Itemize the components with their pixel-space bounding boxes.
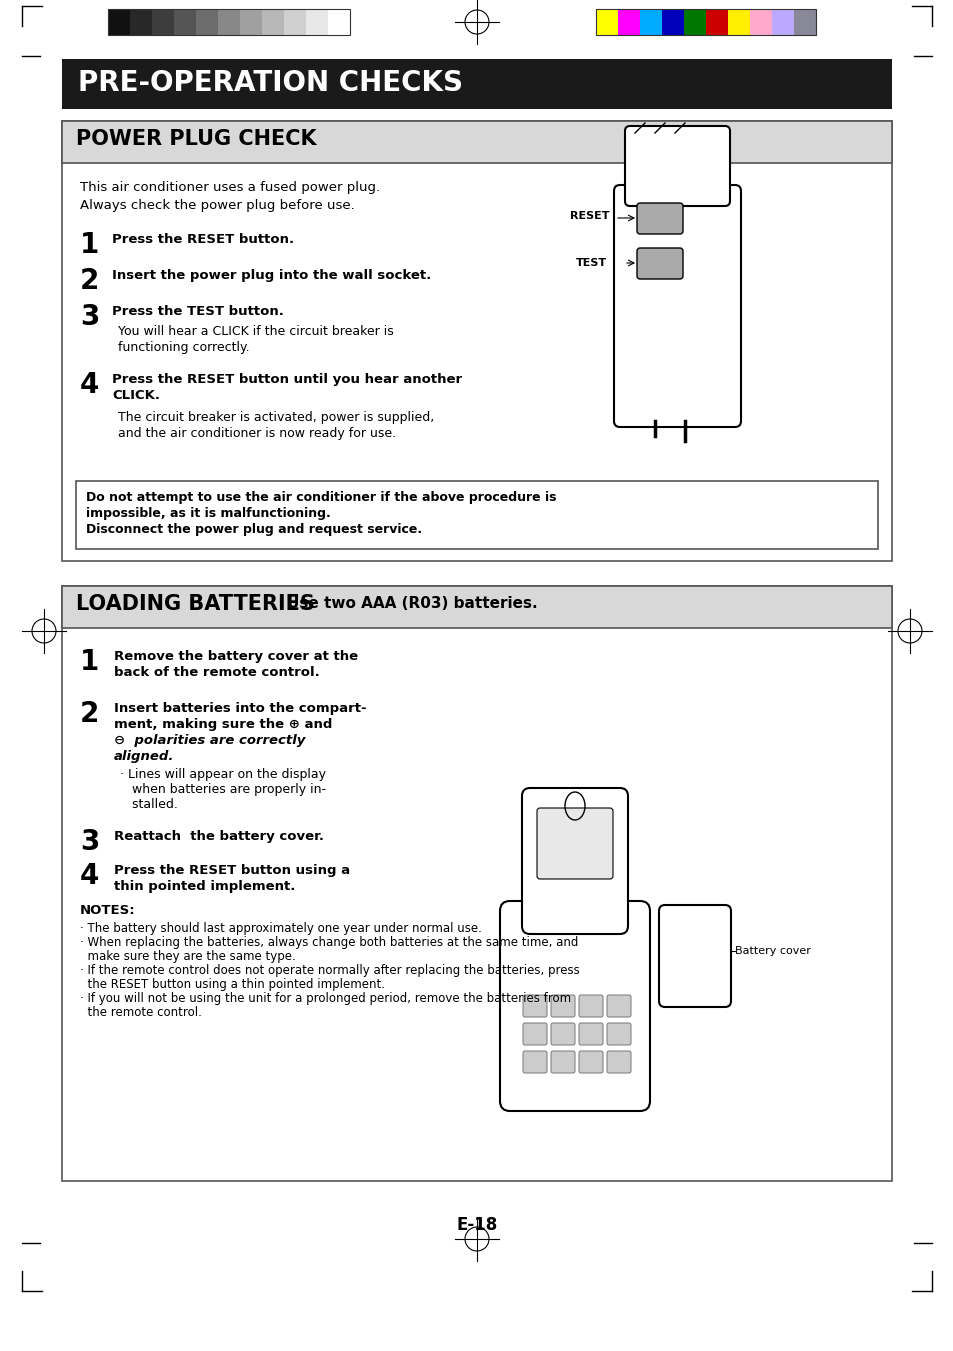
Text: Insert the power plug into the wall socket.: Insert the power plug into the wall sock… — [112, 269, 431, 282]
Bar — [62, 122, 891, 163]
Bar — [727, 9, 749, 35]
Text: aligned.: aligned. — [113, 750, 174, 763]
FancyBboxPatch shape — [637, 203, 682, 234]
Bar — [771, 9, 793, 35]
FancyBboxPatch shape — [522, 994, 546, 1017]
Text: LOADING BATTERIES: LOADING BATTERIES — [76, 594, 314, 613]
Bar — [262, 9, 284, 35]
FancyBboxPatch shape — [551, 1023, 575, 1046]
FancyBboxPatch shape — [551, 1051, 575, 1073]
Text: Press the RESET button until you hear another: Press the RESET button until you hear an… — [112, 373, 461, 386]
Bar — [62, 122, 891, 561]
Bar — [749, 9, 771, 35]
Text: · The battery should last approximately one year under normal use.: · The battery should last approximately … — [80, 921, 481, 935]
FancyBboxPatch shape — [606, 1051, 630, 1073]
Text: Always check the power plug before use.: Always check the power plug before use. — [80, 199, 355, 212]
Text: Press the RESET button using a: Press the RESET button using a — [113, 865, 350, 877]
Text: make sure they are the same type.: make sure they are the same type. — [80, 950, 295, 963]
Bar — [306, 9, 328, 35]
Bar — [76, 481, 877, 549]
Text: · When replacing the batteries, always change both batteries at the same time, a: · When replacing the batteries, always c… — [80, 936, 578, 948]
Text: functioning correctly.: functioning correctly. — [118, 340, 250, 354]
Text: the remote control.: the remote control. — [80, 1006, 202, 1019]
FancyBboxPatch shape — [522, 1051, 546, 1073]
Bar — [596, 9, 618, 35]
FancyBboxPatch shape — [522, 1023, 546, 1046]
Text: · If you will not be using the unit for a prolonged period, remove the batteries: · If you will not be using the unit for … — [80, 992, 571, 1005]
Bar — [62, 586, 891, 1181]
Bar — [130, 9, 152, 35]
Text: 1: 1 — [80, 648, 99, 676]
Text: NOTES:: NOTES: — [80, 904, 135, 917]
Text: back of the remote control.: back of the remote control. — [113, 666, 319, 680]
Text: stalled.: stalled. — [120, 798, 177, 811]
FancyBboxPatch shape — [606, 1023, 630, 1046]
Text: 4: 4 — [80, 372, 99, 399]
Text: · Lines will appear on the display: · Lines will appear on the display — [120, 767, 326, 781]
Bar — [328, 9, 350, 35]
FancyBboxPatch shape — [578, 994, 602, 1017]
Text: and the air conditioner is now ready for use.: and the air conditioner is now ready for… — [118, 427, 395, 440]
Text: 4: 4 — [80, 862, 99, 890]
Text: 3: 3 — [80, 303, 99, 331]
Text: ment, making sure the ⊕ and: ment, making sure the ⊕ and — [113, 717, 332, 731]
FancyBboxPatch shape — [578, 1051, 602, 1073]
Text: 1: 1 — [80, 231, 99, 259]
Text: Press the RESET button.: Press the RESET button. — [112, 232, 294, 246]
Bar — [152, 9, 173, 35]
FancyBboxPatch shape — [578, 1023, 602, 1046]
Text: POWER PLUG CHECK: POWER PLUG CHECK — [76, 128, 316, 149]
Bar — [62, 59, 891, 109]
Text: Disconnect the power plug and request service.: Disconnect the power plug and request se… — [86, 523, 421, 536]
FancyBboxPatch shape — [637, 249, 682, 280]
FancyBboxPatch shape — [614, 185, 740, 427]
FancyBboxPatch shape — [659, 905, 730, 1006]
Text: 2: 2 — [80, 267, 99, 295]
Bar — [639, 9, 661, 35]
Text: This air conditioner uses a fused power plug.: This air conditioner uses a fused power … — [80, 181, 379, 195]
Text: RESET: RESET — [569, 211, 609, 222]
Text: when batteries are properly in-: when batteries are properly in- — [120, 784, 326, 796]
Text: thin pointed implement.: thin pointed implement. — [113, 880, 295, 893]
Bar — [661, 9, 683, 35]
Text: impossible, as it is malfunctioning.: impossible, as it is malfunctioning. — [86, 507, 331, 520]
Text: Do not attempt to use the air conditioner if the above procedure is: Do not attempt to use the air conditione… — [86, 490, 556, 504]
Bar — [683, 9, 705, 35]
Bar — [218, 9, 240, 35]
Bar — [108, 9, 350, 35]
Text: PRE-OPERATION CHECKS: PRE-OPERATION CHECKS — [78, 69, 462, 97]
Bar — [195, 9, 218, 35]
Bar — [240, 9, 262, 35]
Bar — [173, 9, 195, 35]
Text: · If the remote control does not operate normally after replacing the batteries,: · If the remote control does not operate… — [80, 965, 579, 977]
Bar — [284, 9, 306, 35]
FancyBboxPatch shape — [499, 901, 649, 1111]
Text: CLICK.: CLICK. — [112, 389, 160, 403]
Text: Insert batteries into the compart-: Insert batteries into the compart- — [113, 703, 366, 715]
Bar — [618, 9, 639, 35]
FancyBboxPatch shape — [537, 808, 613, 880]
FancyBboxPatch shape — [624, 126, 729, 205]
FancyBboxPatch shape — [551, 994, 575, 1017]
Text: Remove the battery cover at the: Remove the battery cover at the — [113, 650, 357, 663]
Text: Press the TEST button.: Press the TEST button. — [112, 305, 284, 317]
Text: You will hear a CLICK if the circuit breaker is: You will hear a CLICK if the circuit bre… — [118, 326, 394, 338]
Text: 2: 2 — [80, 700, 99, 728]
Text: TEST: TEST — [576, 258, 606, 267]
Text: ⊖  polarities are correctly: ⊖ polarities are correctly — [113, 734, 305, 747]
Text: Reattach  the battery cover.: Reattach the battery cover. — [113, 830, 324, 843]
Bar — [705, 9, 727, 35]
Text: Use two AAA (R03) batteries.: Use two AAA (R03) batteries. — [287, 596, 537, 611]
Bar — [793, 9, 815, 35]
Text: The circuit breaker is activated, power is supplied,: The circuit breaker is activated, power … — [118, 411, 434, 424]
FancyBboxPatch shape — [606, 994, 630, 1017]
Text: 3: 3 — [80, 828, 99, 857]
Bar — [596, 9, 815, 35]
Text: the RESET button using a thin pointed implement.: the RESET button using a thin pointed im… — [80, 978, 385, 992]
Bar — [108, 9, 130, 35]
FancyBboxPatch shape — [521, 788, 627, 934]
Text: Battery cover: Battery cover — [734, 946, 810, 957]
Text: E-18: E-18 — [456, 1216, 497, 1233]
Bar — [62, 586, 891, 628]
